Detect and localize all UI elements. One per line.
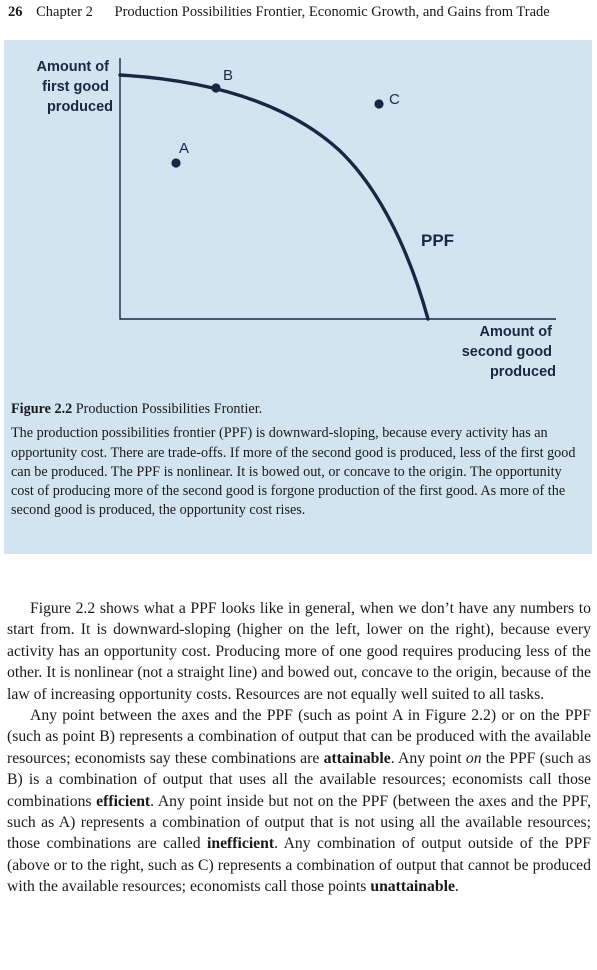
axes [119,58,556,320]
point-a-label: A [179,140,189,157]
y-axis-label-line: Amount of [36,59,109,75]
caption-body: The production possibilities frontier (P… [11,425,576,519]
figure-caption: Figure 2.2 Production Possibilities Fron… [11,400,587,521]
paragraph: Figure 2.2 shows what a PPF looks like i… [7,600,591,703]
text-run: . Any point inside but not on the PPF (b… [7,792,591,853]
key-term-unattainable: unattainable [370,878,455,896]
text-run: . Any combination of output outside of t… [7,835,591,896]
body-text: Figure 2.2 shows what a PPF looks like i… [7,598,591,898]
text-run: Any point between the axes and the PPF (… [7,707,591,767]
text-run: . Any point [390,749,466,767]
chapter-label: Chapter 2 [36,4,93,20]
point-a-marker [171,158,181,168]
figure-box: Amount of first good produced Amount of … [4,40,592,554]
x-axis-label-line: second good [462,344,552,360]
point-b-marker [211,83,221,93]
point-c-marker [374,99,384,109]
point-b-label: B [223,67,233,84]
page-number: 26 [8,4,23,20]
emphasis-on: on [465,749,482,767]
text-run: the PPF (such as B) is a combination of … [7,749,591,810]
caption-title-line: Figure 2.2 Production Possibilities Fron… [11,400,587,419]
key-term-efficient: efficient [96,792,151,810]
ppf-curve [118,73,430,321]
ppf-label: PPF [421,231,454,250]
y-axis-label: Amount of first good produced [36,59,113,115]
ppf-figure: Amount of first good produced Amount of … [36,58,556,380]
x-axis-label-line: Amount of [479,324,552,340]
figure-label: Figure 2.2 [11,401,73,417]
running-head: 26 Chapter 2 Production Possibilities Fr… [8,4,593,26]
key-term-inefficient: inefficient [207,835,275,853]
paragraph: Any point between the axes and the PPF (… [7,705,591,898]
point-c-label: C [389,91,400,108]
chapter-title: Production Possibilities Frontier, Econo… [114,4,550,20]
text-run: . [454,878,459,896]
y-axis-label-line: first good [42,79,109,95]
y-axis-label-line: produced [47,99,113,115]
x-axis-label: Amount of second good produced [462,324,556,380]
x-axis-label-line: produced [490,364,556,380]
caption-title: Production Possibilities Frontier. [75,401,263,417]
key-term-attainable: attainable [323,749,391,767]
